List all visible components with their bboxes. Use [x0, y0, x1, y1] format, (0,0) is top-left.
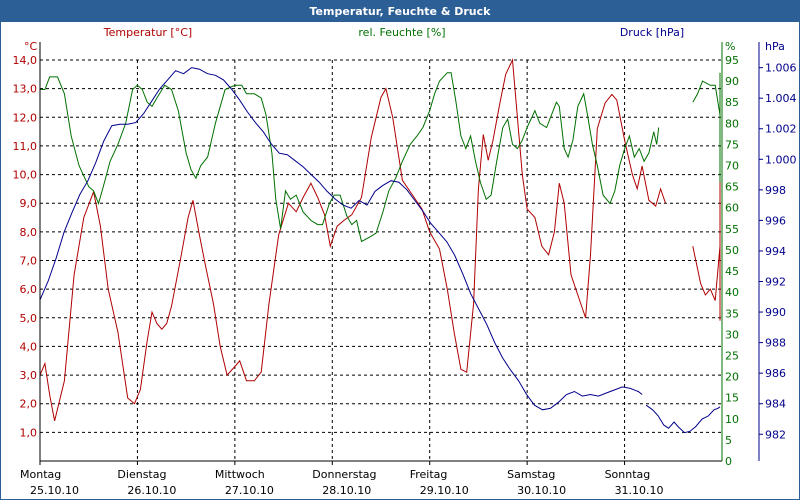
- humidity-line: [692, 72, 721, 183]
- humidity-tick-label: 40: [725, 286, 739, 299]
- x-tick-day: Samstag: [507, 468, 555, 481]
- humidity-tick-label: 80: [725, 117, 739, 130]
- x-tick-day: Montag: [20, 468, 61, 481]
- x-tick-day: Sonntag: [605, 468, 651, 481]
- axis-labels: Temperatur [°C] rel. Feuchte [%] Druck [hP…: [24, 26, 785, 53]
- humidity-unit: %: [725, 40, 735, 53]
- pressure-tick-label: 996: [765, 214, 786, 227]
- pressure-tick-label: 1.006: [765, 62, 797, 75]
- x-axis-ticks: Montag 25.10.10 Dienstag 26.10.10 Mittwoch 27…: [20, 461, 664, 497]
- temperature-axis-ticks: 14,0 13,0 12,0 11,0 10,0 9,0 8,0 7,0 6,0 5,0 4,0 3,…: [13, 54, 38, 439]
- pressure-line: [39, 67, 643, 411]
- x-tick-day: Mittwoch: [215, 468, 265, 481]
- humidity-tick-label: 90: [725, 75, 739, 88]
- temperature-tick-label: 5,0: [20, 312, 38, 325]
- temperature-tick-label: 7,0: [20, 255, 38, 268]
- pressure-tick-label: 998: [765, 184, 786, 197]
- humidity-tick-label: 20: [725, 371, 739, 384]
- pressure-tick-label: 990: [765, 306, 786, 319]
- humidity-tick-label: 65: [725, 181, 739, 194]
- x-tick-date: 29.10.10: [420, 484, 469, 497]
- x-tick-day: Dienstag: [117, 468, 166, 481]
- humidity-line: [40, 72, 660, 243]
- pressure-tick-label: 994: [765, 245, 786, 258]
- x-tick-date: 25.10.10: [30, 484, 79, 497]
- temperature-tick-label: 4,0: [20, 340, 38, 353]
- temperature-tick-label: 1,0: [20, 426, 38, 439]
- temperature-tick-label: 2,0: [20, 398, 38, 411]
- x-tick-date: 26.10.10: [127, 484, 176, 497]
- humidity-tick-label: 85: [725, 96, 739, 109]
- x-tick-date: 28.10.10: [322, 484, 371, 497]
- humidity-tick-label: 0: [725, 455, 732, 468]
- temperature-tick-label: 3,0: [20, 369, 38, 382]
- temperature-tick-label: 8,0: [20, 226, 38, 239]
- humidity-tick-label: 25: [725, 349, 739, 362]
- humidity-tick-label: 30: [725, 328, 739, 341]
- pressure-tick-label: 984: [765, 398, 786, 411]
- humidity-tick-label: 10: [725, 413, 739, 426]
- humidity-tick-label: 95: [725, 54, 739, 67]
- x-tick-date: 31.10.10: [615, 484, 664, 497]
- temperature-tick-label: 10,0: [13, 169, 38, 182]
- humidity-tick-label: 55: [725, 223, 739, 236]
- axes-lines: [39, 42, 760, 462]
- humidity-tick-label: 75: [725, 138, 739, 151]
- humidity-axis-title: rel. Feuchte [%]: [358, 26, 445, 39]
- x-tick-day: Donnerstag: [312, 468, 376, 481]
- temperature-tick-label: 11,0: [13, 140, 38, 153]
- pressure-line: [645, 404, 721, 434]
- temperature-line: [692, 94, 721, 321]
- humidity-tick-label: 35: [725, 307, 739, 320]
- temperature-tick-label: 12,0: [13, 111, 38, 124]
- pressure-tick-label: 982: [765, 428, 786, 441]
- series-lines: [39, 58, 721, 434]
- pressure-axis-ticks: 1.006 1.004 1.002 1.000 998 996 994 992 990 988 98…: [759, 62, 797, 441]
- pressure-tick-label: 986: [765, 367, 786, 380]
- humidity-tick-label: 45: [725, 265, 739, 278]
- temperature-tick-label: 9,0: [20, 197, 38, 210]
- pressure-tick-label: 1.000: [765, 153, 797, 166]
- pressure-tick-label: 992: [765, 276, 786, 289]
- humidity-tick-label: 15: [725, 392, 739, 405]
- pressure-tick-label: 1.002: [765, 123, 797, 136]
- x-tick-day: Freitag: [410, 468, 448, 481]
- pressure-unit: hPa: [765, 40, 785, 53]
- pressure-tick-label: 1.004: [765, 92, 797, 105]
- x-tick-date: 27.10.10: [225, 484, 274, 497]
- humidity-tick-label: 5: [725, 434, 732, 447]
- pressure-tick-label: 988: [765, 337, 786, 350]
- humidity-tick-label: 60: [725, 202, 739, 215]
- temperature-axis-title: Temperatur [°C]: [103, 26, 192, 39]
- pressure-axis-title: Druck [hPa]: [620, 26, 684, 39]
- humidity-tick-label: 50: [725, 244, 739, 257]
- temperature-tick-label: 14,0: [13, 54, 38, 67]
- window-title: Temperatur, Feuchte & Druck: [1, 1, 799, 22]
- temperature-line: [39, 58, 666, 422]
- humidity-tick-label: 70: [725, 160, 739, 173]
- temperature-unit: °C: [24, 40, 38, 53]
- temperature-tick-label: 13,0: [13, 83, 38, 96]
- grid-lines: [40, 59, 723, 461]
- x-tick-date: 30.10.10: [517, 484, 566, 497]
- temperature-tick-label: 6,0: [20, 283, 38, 296]
